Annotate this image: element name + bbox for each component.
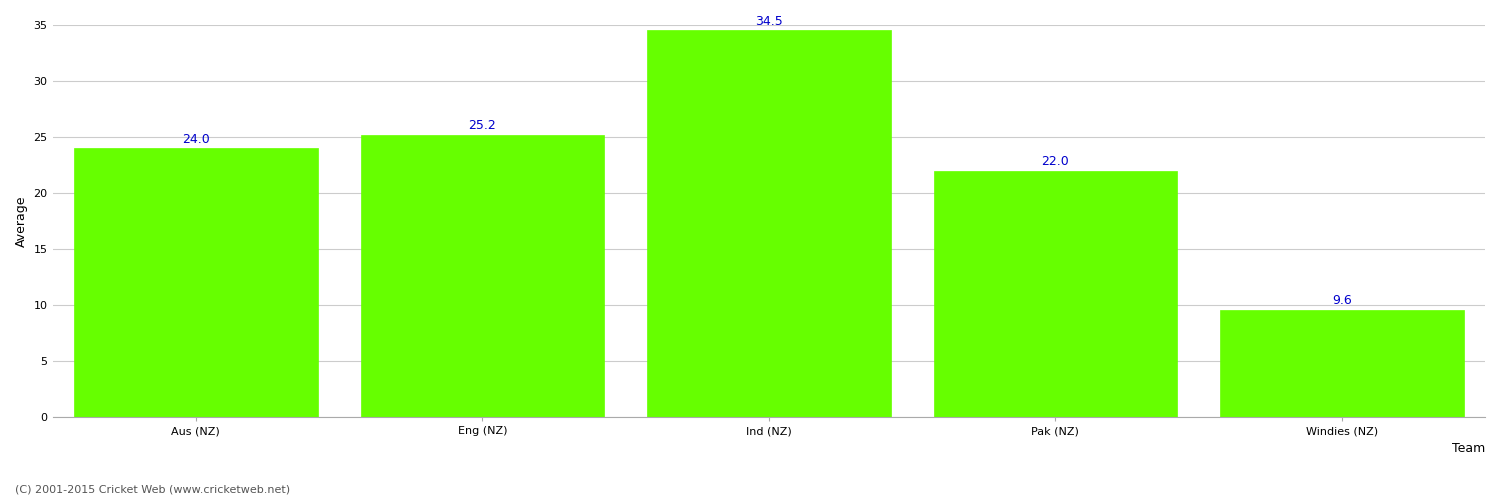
Text: 24.0: 24.0 xyxy=(182,133,210,146)
Bar xyxy=(1220,310,1464,418)
Text: 9.6: 9.6 xyxy=(1332,294,1352,308)
Bar xyxy=(74,148,318,417)
Text: 22.0: 22.0 xyxy=(1041,156,1070,168)
Bar xyxy=(933,170,1178,418)
Text: 34.5: 34.5 xyxy=(754,15,783,28)
Text: (C) 2001-2015 Cricket Web (www.cricketweb.net): (C) 2001-2015 Cricket Web (www.cricketwe… xyxy=(15,485,290,495)
X-axis label: Team: Team xyxy=(1452,442,1485,455)
Y-axis label: Average: Average xyxy=(15,196,28,247)
Bar xyxy=(360,134,604,418)
Bar xyxy=(646,30,891,418)
Text: 25.2: 25.2 xyxy=(468,120,496,132)
